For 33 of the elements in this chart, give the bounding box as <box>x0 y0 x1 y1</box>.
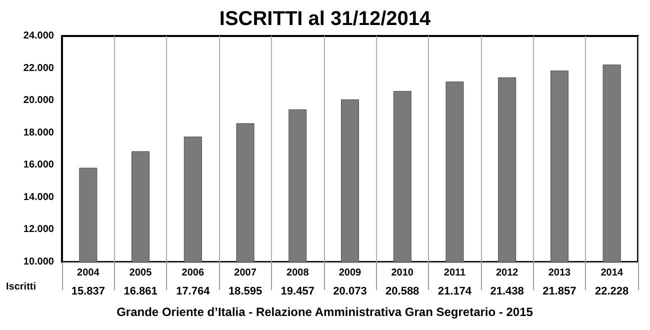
x-tick-label: 2006 <box>182 268 204 278</box>
x-tick-label: 2011 <box>444 268 466 278</box>
x-tick-label: 2004 <box>77 268 100 278</box>
data-label: 22.228 <box>594 286 629 298</box>
data-label: 15.837 <box>71 286 106 298</box>
data-label: 21.438 <box>490 286 524 298</box>
data-label: 20.073 <box>333 286 367 298</box>
x-tick-label: 2009 <box>338 268 362 278</box>
x-tick-label: 2008 <box>286 268 310 278</box>
data-label: 21.174 <box>438 286 472 298</box>
text: Iscritti <box>6 282 36 292</box>
data-label: 19.457 <box>280 286 314 298</box>
y-tick-label: 20.000 <box>23 95 54 106</box>
data-label: 21.857 <box>542 286 576 298</box>
y-tick-label: 16.000 <box>23 160 54 171</box>
x-tick-label: 2014 <box>600 268 624 278</box>
y-tick-label: 24.000 <box>23 30 54 42</box>
y-tick-label: 10.000 <box>23 256 54 268</box>
y-tick-label: 14.000 <box>23 192 54 203</box>
data-label: 16.861 <box>124 286 158 298</box>
chart-title: ISCRITTI al 31/12/2014 <box>219 8 432 30</box>
data-label: 20.588 <box>386 286 420 298</box>
x-tick-label: 2013 <box>548 268 572 278</box>
y-tick-label: 18.000 <box>23 127 54 138</box>
data-label: 18.595 <box>228 286 262 298</box>
text: Grande Oriente d’Italia - Relazione Amministrativa Gran Segretario - 2015 <box>116 305 534 319</box>
y-tick-label: 12.000 <box>23 224 54 236</box>
x-tick-label: 2005 <box>129 268 152 278</box>
x-tick-label: 2010 <box>391 268 414 278</box>
x-tick-label: 2007 <box>234 268 257 278</box>
x-tick-label: 2012 <box>496 268 519 278</box>
y-tick-label: 22.000 <box>23 62 54 74</box>
data-label: 17.764 <box>176 286 211 298</box>
